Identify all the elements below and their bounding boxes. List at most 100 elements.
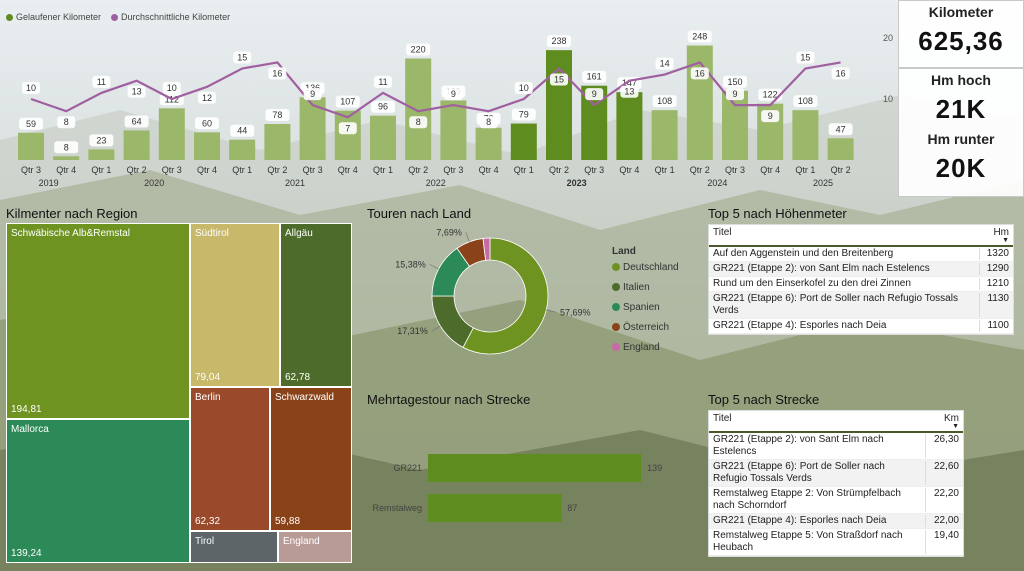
leader-line (546, 309, 557, 313)
bar-category-label: Remstalweg (372, 503, 422, 513)
table-row[interactable]: Rund um den Einserkofel zu den drei Zinn… (709, 277, 1013, 292)
cell-title: Remstalweg Etappe 2: Von Strümpfelbach n… (713, 488, 901, 511)
cell-value: 1100 (979, 320, 1009, 332)
donut-slice[interactable] (462, 237, 549, 355)
hbar[interactable] (428, 454, 642, 482)
hbar[interactable] (428, 494, 562, 522)
bar-label-bg (230, 124, 255, 137)
treemap-cell-suedtirol[interactable]: Südtirol 79,04 (190, 223, 280, 387)
line-value-label: 11 (378, 77, 387, 87)
bar[interactable] (334, 110, 361, 160)
bar[interactable] (510, 123, 537, 160)
treemap-cell-allgaeu[interactable]: Allgäu 62,78 (280, 223, 352, 387)
bar[interactable] (792, 110, 819, 160)
table-row[interactable]: Auf den Aggenstein und den Breitenberg 13… (709, 247, 1013, 262)
bar-value-label: 8 (64, 142, 69, 152)
quarter-tick-label: Qtr 3 (162, 165, 182, 175)
table-row[interactable]: Remstalweg Etappe 2: Von Strümpfelbach n… (709, 487, 963, 514)
year-tick-label: 2019 (39, 178, 59, 188)
bar-value-label: 248 (692, 32, 707, 42)
bar[interactable] (88, 149, 115, 160)
bar[interactable] (440, 100, 467, 160)
avg-line[interactable] (30, 61, 841, 119)
quarter-tick-label: Qtr 4 (760, 165, 780, 175)
bar[interactable] (616, 92, 643, 160)
bar[interactable] (194, 132, 220, 160)
bar[interactable] (370, 115, 396, 160)
line-label-bg (796, 51, 815, 64)
bar[interactable] (53, 156, 80, 160)
sort-desc-icon: ▼ (1002, 237, 1009, 244)
quarter-tick-label: Qtr 1 (514, 165, 534, 175)
bar[interactable] (299, 97, 326, 160)
treemap-cell-schwaebische-alb[interactable]: Schwäbische Alb&Remstal 194,81 (6, 223, 190, 419)
bar-label-bg (406, 43, 431, 56)
donut-legend-item[interactable]: Österreich (623, 321, 669, 333)
bar-label-bg (793, 95, 818, 108)
legend-item-line[interactable]: Durchschnittliche Kilometer (111, 12, 230, 22)
table-row[interactable]: GR221 (Etappe 6): Port de Soller nach Re… (709, 460, 963, 487)
donut-legend-item[interactable]: Spanien (623, 302, 660, 313)
donut-slice-label: 15,38% (395, 259, 426, 269)
table-row[interactable]: GR221 (Etappe 4): Esporles nach Deia 1100 (709, 319, 1013, 334)
donut-slice[interactable] (482, 237, 491, 261)
bar[interactable] (18, 132, 44, 160)
table-row[interactable]: GR221 (Etappe 4): Esporles nach Deia 22,0… (709, 514, 963, 529)
bar[interactable] (722, 90, 748, 160)
line-value-label: 8 (64, 117, 69, 127)
bar-label-bg (335, 95, 360, 108)
bar[interactable] (827, 138, 854, 160)
table-row[interactable]: GR221 (Etappe 2): von Sant Elm nach Este… (709, 433, 963, 460)
donut-slice[interactable] (431, 295, 474, 348)
top-km-col-km[interactable]: Km ▼ (925, 413, 959, 430)
top-km-col-title[interactable]: Titel (713, 413, 732, 424)
treemap-cell-mallorca[interactable]: Mallorca 139,24 (6, 419, 190, 563)
hbar-value-label: 87 (567, 503, 577, 513)
table-row[interactable]: Remstalweg Etappe 5: Von Straßdorf nach … (709, 529, 963, 556)
bar[interactable] (264, 124, 291, 160)
bar-label-bg (124, 115, 149, 128)
table-row[interactable]: GR221 (Etappe 6): Port de Soller nach Re… (709, 292, 1013, 319)
donut-legend-item[interactable]: England (623, 342, 660, 353)
treemap-cell-tirol[interactable]: Tirol (190, 531, 278, 563)
treemap-cell-schwarzwald[interactable]: Schwarzwald 59,88 (270, 387, 352, 531)
quarter-tick-label: Qtr 1 (795, 165, 815, 175)
bar[interactable] (546, 50, 572, 160)
bar-label-bg (828, 123, 853, 136)
bar-value-label: 79 (519, 110, 529, 120)
bar-value-label: 147 (622, 78, 637, 88)
top-hm-col-title[interactable]: Titel (713, 227, 732, 238)
bar-value-label: 238 (551, 36, 566, 46)
line-value-label: 14 (660, 59, 670, 69)
leader-line (431, 325, 441, 332)
bar[interactable] (158, 108, 185, 160)
year-tick-label: 2021 (285, 178, 305, 188)
line-label-bg (338, 122, 357, 135)
bar[interactable] (123, 130, 150, 160)
treemap-title: Kilmenter nach Region (6, 206, 138, 221)
treemap-cell-england[interactable]: England (278, 531, 352, 563)
bar[interactable] (229, 139, 256, 160)
treemap-cell-berlin[interactable]: Berlin 62,32 (190, 387, 270, 531)
cell-value: 26,30 (925, 434, 959, 458)
cell-value: 1290 (979, 263, 1009, 275)
bar-label-bg (582, 70, 607, 83)
top-hm-col-hm[interactable]: Hm ▼ (983, 227, 1009, 244)
donut-legend-item[interactable]: Italien (623, 282, 650, 293)
line-label-bg (479, 116, 498, 129)
line-value-label: 16 (836, 68, 846, 78)
line-label-bg (444, 88, 463, 101)
donut-legend-title: Land (612, 246, 636, 257)
kpi-kilometer-label: Kilometer (928, 4, 994, 20)
legend-item-bars[interactable]: Gelaufener Kilometer (6, 12, 101, 22)
line-value-label: 10 (167, 83, 177, 93)
donut-legend-item[interactable]: Deutschland (623, 262, 679, 273)
legend-dot (612, 323, 620, 331)
quarter-tick-label: Qtr 1 (91, 165, 111, 175)
bar[interactable] (475, 127, 502, 160)
bar[interactable] (651, 110, 678, 160)
quarter-tick-label: Qtr 3 (21, 165, 41, 175)
table-row[interactable]: GR221 (Etappe 2): von Sant Elm nach Este… (709, 262, 1013, 277)
quarter-tick-label: Qtr 4 (619, 165, 639, 175)
line-value-label: 9 (732, 89, 737, 99)
